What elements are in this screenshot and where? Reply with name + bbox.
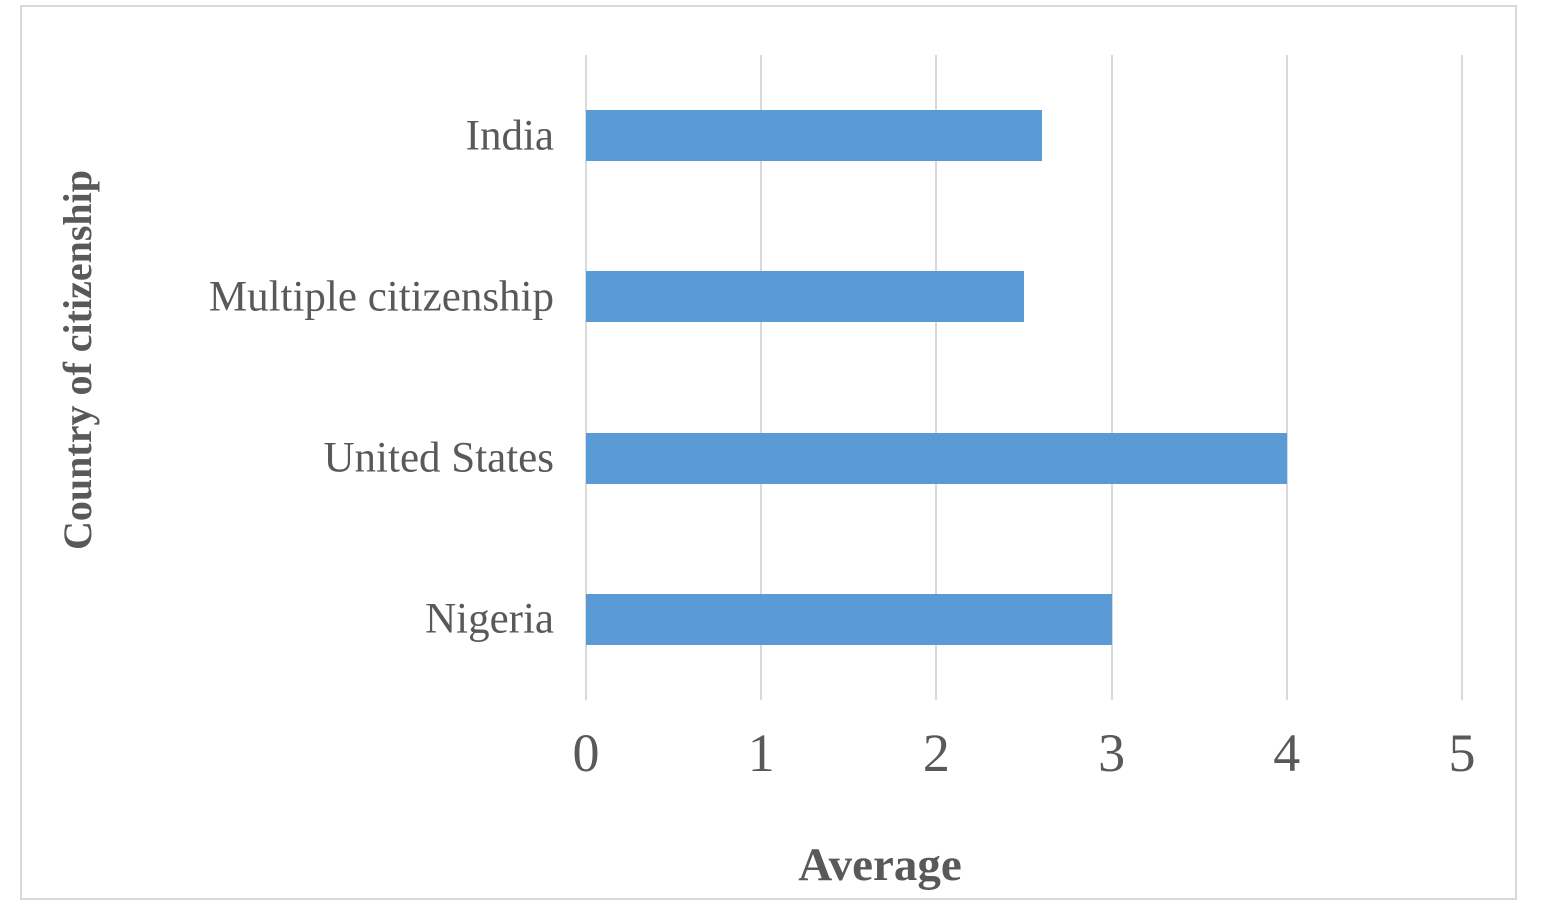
bar-nigeria: [586, 593, 1112, 645]
gridline-x-5: [1461, 55, 1463, 700]
category-label-nigeria: Nigeria: [425, 595, 554, 643]
x-axis-tick-labels: 0 1 2 3 4 5: [573, 723, 1476, 786]
x-tick-label-5: 5: [1448, 723, 1476, 783]
category-label-united-states: United States: [323, 434, 555, 482]
category-label-multiple-citizenship: Multiple citizenship: [208, 273, 554, 321]
gridline-x-3: [1110, 55, 1113, 700]
category-axis: India Multiple citizenship United States Ni…: [40, 55, 570, 700]
gridline-x-1: [760, 55, 763, 700]
gridline-x-2: [935, 55, 938, 700]
plot-area: [585, 55, 1463, 700]
bar-india: [586, 110, 1042, 162]
gridline-x-0: [585, 55, 587, 700]
x-tick-label-3: 3: [1098, 723, 1126, 783]
category-label-india: India: [465, 112, 554, 160]
x-tick-label-0: 0: [572, 723, 600, 783]
x-axis-title: Average: [798, 839, 962, 891]
bar-united-states: [586, 432, 1287, 484]
x-tick-label-2: 2: [922, 723, 950, 783]
bar-multiple-citizenship: [586, 271, 1024, 323]
x-tick-label-4: 4: [1273, 723, 1301, 783]
gridline-x-4: [1285, 55, 1288, 700]
x-tick-label-1: 1: [747, 723, 775, 783]
